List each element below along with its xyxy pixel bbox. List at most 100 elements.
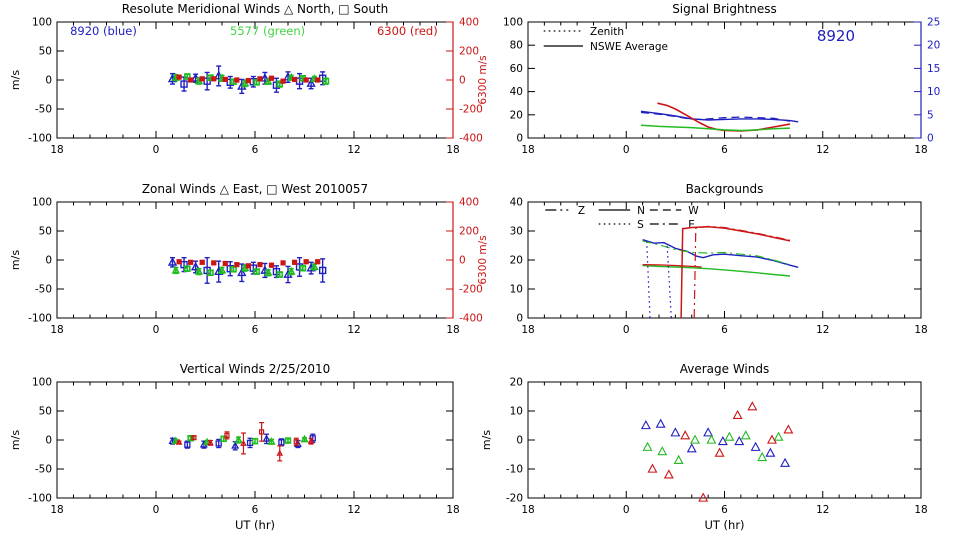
- y-tick-label: 40: [510, 197, 523, 209]
- legend-label: N: [637, 205, 645, 217]
- square-marker: [222, 76, 228, 83]
- triangle-marker: [706, 434, 717, 444]
- panel-signal-brightness: Signal Brightness 18 0 6 12 18 0 20 40 60 80 100 0 5 1…: [480, 0, 960, 180]
- chart-title: Resolute Meridional Winds △ North, □ Sou…: [122, 2, 389, 16]
- y-tick-label: -50: [35, 104, 52, 116]
- plot-frame: [56, 201, 454, 319]
- square-marker: [234, 262, 240, 268]
- series-8920-average: [640, 418, 791, 467]
- triangle-marker: [202, 437, 212, 446]
- triangle-marker: [780, 457, 791, 467]
- y2-axis-label: 6300 m/s: [477, 55, 489, 104]
- y2-tick-label: 0: [459, 75, 466, 87]
- line-path: [640, 111, 791, 122]
- meridional-winds-chart: Resolute Meridional Winds △ North, □ Sou…: [9, 2, 489, 156]
- triangle-marker: [262, 434, 271, 442]
- y-tick-label: 0: [45, 435, 52, 447]
- square-marker: [180, 80, 188, 88]
- x-tick-label: 6: [252, 504, 259, 516]
- series-6300: [175, 421, 315, 462]
- legend-label: W: [688, 205, 699, 217]
- x-tick-label: 12: [816, 144, 829, 156]
- y-tick-label: 20: [510, 109, 523, 121]
- triangle-marker: [647, 463, 658, 473]
- chart-title: Backgrounds: [686, 182, 764, 196]
- triangle-marker: [207, 439, 214, 446]
- x-tick-label: 0: [623, 504, 630, 516]
- x-tick-label: 12: [347, 144, 360, 156]
- y2-tick-label: 20: [927, 40, 940, 52]
- x-tick-label: 18: [446, 144, 459, 156]
- triangle-marker: [703, 427, 714, 437]
- line-path: [642, 240, 791, 266]
- triangle-marker: [657, 446, 668, 456]
- average-winds-chart: Average Winds 18 0 6 12 18 UT (hr) -20 -10 0 10 20 m…: [480, 362, 928, 532]
- triangle-marker: [300, 434, 309, 443]
- square-marker: [211, 260, 217, 266]
- series-n-6300-arc: [680, 225, 791, 319]
- square-marker: [299, 264, 307, 272]
- chart-title: Average Winds: [680, 362, 770, 376]
- square-marker: [280, 78, 286, 84]
- panel-zonal-winds: Zonal Winds △ East, □ West 2010057 18 0 6 12…: [0, 180, 489, 360]
- square-marker: [234, 77, 240, 83]
- triangle-marker: [717, 435, 728, 446]
- y-axis-label: m/s: [9, 70, 22, 90]
- series-s-5577: [642, 264, 791, 277]
- y2-tick-label: 5: [927, 109, 934, 121]
- y-axis-label: m/s: [9, 250, 22, 270]
- series-6300: [176, 74, 321, 84]
- triangle-marker: [642, 441, 653, 451]
- y-tick-label: 10: [510, 406, 523, 418]
- panel-vertical-winds: Vertical Winds 2/25/2010 18 0 6 12 18 UT (hr) -…: [0, 360, 480, 540]
- square-marker: [253, 79, 260, 86]
- triangle-marker: [724, 431, 735, 441]
- y-tick-label: 100: [503, 17, 523, 29]
- y2-tick-label: -400: [459, 133, 483, 145]
- y-tick-label: 50: [39, 406, 52, 418]
- x-tick-label: 6: [252, 144, 259, 156]
- triangle-marker: [783, 424, 794, 434]
- triangle-marker: [240, 439, 247, 446]
- square-marker: [187, 435, 194, 442]
- y2-tick-label: -200: [459, 104, 483, 116]
- triangle-marker: [194, 266, 204, 275]
- y-tick-label: 0: [516, 435, 523, 447]
- y2-tick-label: 200: [459, 46, 479, 58]
- square-marker: [230, 265, 237, 273]
- panel-backgrounds: Backgrounds 18 0 6 12 18 0 10 20 30 40 Z N W S E: [480, 180, 960, 360]
- annotation-text: 8920 (blue): [70, 24, 137, 38]
- y-tick-label: -100: [28, 493, 52, 505]
- square-marker: [199, 259, 205, 265]
- y-tick-label: 0: [45, 75, 52, 87]
- square-marker: [245, 263, 251, 269]
- line-path: [646, 241, 651, 319]
- x-axis-label: UT (hr): [235, 518, 275, 532]
- y2-tick-label: 0: [927, 133, 934, 145]
- square-marker: [184, 73, 191, 80]
- square-marker: [180, 260, 188, 269]
- zonal-winds-chart: Zonal Winds △ East, □ West 2010057 18 0 6 12…: [9, 182, 489, 336]
- series-e-6300-arc: [693, 225, 791, 319]
- y-tick-label: 80: [510, 40, 523, 52]
- square-marker: [224, 432, 230, 438]
- x-tick-label: 18: [914, 324, 927, 336]
- triangle-marker: [663, 469, 674, 479]
- triangle-marker: [747, 401, 758, 411]
- series-5577: [171, 262, 319, 278]
- triangle-marker: [234, 435, 243, 443]
- line-path: [642, 264, 791, 277]
- series-zenith-8920: [640, 111, 791, 122]
- series-6300-average: [647, 401, 794, 502]
- square-marker: [199, 76, 205, 82]
- triangle-marker: [287, 266, 296, 275]
- line-path: [642, 239, 799, 268]
- triangle-marker: [190, 261, 201, 271]
- square-marker: [276, 271, 284, 278]
- y-tick-label: -100: [28, 313, 52, 325]
- y-tick-label: -50: [35, 284, 52, 296]
- y-tick-label: 0: [516, 313, 523, 325]
- triangle-marker: [680, 430, 691, 440]
- x-tick-label: 6: [721, 144, 728, 156]
